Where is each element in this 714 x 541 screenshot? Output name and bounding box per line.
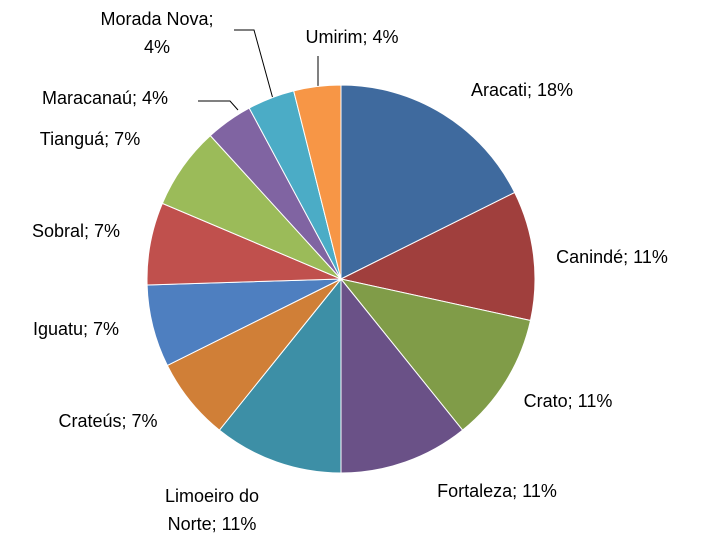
leader-line [198, 100, 239, 111]
data-label: Limoeiro do Norte; 11% [165, 486, 259, 534]
pie-slice [218, 277, 342, 474]
data-label: Maracanaú; 4% [42, 88, 168, 108]
pie-slice [339, 191, 536, 322]
data-label: Fortaleza; 11% [437, 481, 557, 501]
data-label: Umirim; 4% [306, 27, 399, 47]
data-label: Tianguá; 7% [40, 129, 140, 149]
data-label: Crateús; 7% [58, 411, 157, 431]
data-label: Canindé; 11% [556, 247, 668, 267]
pie-slice [339, 278, 532, 431]
data-label: Aracati; 18% [471, 80, 573, 100]
data-label: Sobral; 7% [32, 221, 120, 241]
pie-slice [293, 84, 342, 280]
pie-slice [340, 277, 464, 474]
leader-line [234, 29, 274, 100]
data-label: Morada Nova; 4% [100, 9, 213, 57]
data-label: Iguatu; 7% [33, 319, 119, 339]
pie-slice [340, 84, 516, 280]
data-label: Crato; 11% [524, 391, 613, 411]
